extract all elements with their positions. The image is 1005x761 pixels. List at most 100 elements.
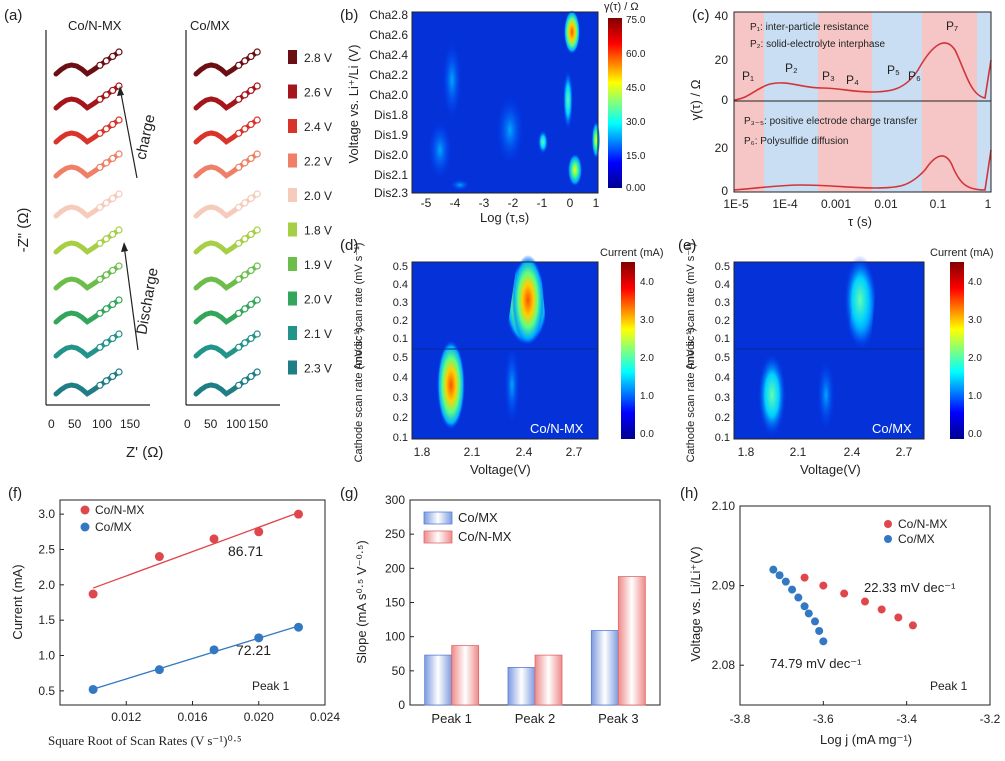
a-xtick: 0 — [184, 417, 191, 431]
d-ytick: 0.4 — [393, 279, 408, 291]
nyquist-point — [115, 330, 123, 338]
legend-label: 2.4 V — [304, 120, 332, 134]
panel-b-ylabel: Voltage vs. Li⁺/Li (V) — [346, 45, 361, 164]
legend-swatch — [288, 291, 297, 306]
panel-e-inset: Co/MX — [872, 421, 912, 436]
legend-swatch — [288, 153, 297, 168]
nyquist-right-curves — [193, 48, 261, 397]
legend-swatch — [288, 119, 297, 133]
nyquist-point — [102, 271, 110, 279]
c-note-p1: P₁: inter-particle resistance — [750, 22, 869, 33]
nyquist-point — [241, 377, 249, 385]
b-cbar-tick: 30.0 — [626, 117, 646, 128]
f-fit-line — [92, 625, 299, 690]
nyquist-point — [109, 372, 117, 381]
b-xtick: -5 — [421, 196, 432, 210]
nyquist-point — [96, 381, 104, 389]
nyquist-point — [109, 154, 117, 163]
nyquist-point — [253, 116, 261, 124]
d-xtick: 2.7 — [566, 445, 583, 459]
e-ytick: 0.4 — [715, 279, 730, 291]
panel-d-cbar-title: Current (mA) — [600, 247, 664, 259]
f-ytick: 1.5 — [38, 613, 55, 627]
f-legend-marker — [80, 522, 90, 532]
g-legend-label: Co/N-MX — [458, 529, 512, 544]
h-point — [769, 565, 778, 574]
c-note-p35: P₃₋₅: positive electrode charge transfer — [744, 116, 918, 127]
legend-label: 2.6 V — [304, 86, 332, 100]
c-xtick: 1E-5 — [723, 197, 749, 211]
nyquist-point — [235, 61, 243, 69]
d-cbar-tick: 4.0 — [640, 277, 654, 288]
h-xtick: -3.6 — [813, 712, 834, 726]
panel-a-title-right: Co/MX — [190, 18, 230, 33]
c-peak-p4: P₄ — [846, 73, 859, 87]
panel-e-heat-features — [758, 255, 878, 437]
d-xtick: 1.8 — [414, 445, 431, 459]
g-ytick: 300 — [385, 493, 405, 507]
b-xtick: -4 — [450, 196, 461, 210]
f-legend-label: Co/N-MX — [95, 503, 144, 517]
legend-swatch — [288, 360, 297, 375]
legend-label: 1.8 V — [304, 224, 332, 238]
panel-e-frame — [733, 261, 925, 440]
f-ytick: 0.5 — [38, 684, 55, 698]
nyquist-point — [253, 82, 261, 90]
nyquist-point — [109, 120, 117, 129]
e-cbar-tick: 1.0 — [968, 391, 982, 402]
c-xtick: 0.01 — [874, 197, 898, 211]
nyquist-point — [247, 52, 255, 61]
g-xtick: Peak 3 — [598, 711, 638, 726]
h-legend-marker — [884, 520, 892, 528]
g-legend-swatch — [423, 511, 453, 525]
b-ytick: Cha2.6 — [369, 28, 408, 42]
c-peak-p1: P₁ — [742, 69, 754, 83]
c-peak-p3: P₃ — [822, 69, 835, 83]
panel-e-ylabel-bottom: Cathode scan rate (mV s⁻¹) — [685, 328, 697, 463]
legend-label: 2.2 V — [304, 155, 332, 169]
nyquist-point — [235, 129, 243, 137]
h-point — [861, 597, 869, 606]
d-xtick: 2.4 — [516, 445, 533, 459]
c-peak-p5: P₅ — [887, 63, 900, 77]
b-xtick: -3 — [479, 196, 490, 210]
c-peak-p7: P₇ — [946, 19, 958, 33]
d-ytick: 0.5 — [393, 352, 408, 364]
c-band — [734, 12, 764, 192]
panel-d-ylabel-top: Anodic scan rate (mV s⁻¹) — [353, 243, 365, 370]
d-ytick: 0.1 — [393, 333, 408, 345]
nyquist-point — [253, 262, 261, 270]
nyquist-point — [109, 52, 117, 61]
legend-swatch — [288, 84, 297, 99]
nyquist-point — [102, 159, 110, 167]
nyquist-point — [96, 343, 104, 351]
h-value-blue: 74.79 mV dec⁻¹ — [770, 656, 862, 671]
g-bar — [507, 667, 536, 706]
g-bar — [534, 654, 563, 706]
f-point — [88, 684, 98, 694]
a-xtick: 150 — [120, 417, 140, 431]
f-xtick: 0.024 — [310, 710, 340, 724]
nyquist-point — [102, 91, 110, 99]
h-point — [894, 613, 903, 622]
h-point — [804, 609, 813, 618]
panel-h-label: (h) — [680, 485, 698, 502]
b-cbar-tick: 60.0 — [626, 49, 646, 60]
h-ytick: 2.08 — [712, 658, 736, 672]
legend-swatch — [288, 326, 297, 340]
h-corner: Peak 1 — [930, 679, 968, 693]
nyquist-point — [253, 226, 261, 234]
panel-d: (d) Co/N-MX 0.50.40.30.20.10.50.40.30.20… — [340, 237, 664, 477]
discharge-arrow — [123, 244, 139, 351]
nyquist-point — [235, 343, 243, 351]
legend-label: 2.8 V — [304, 51, 332, 65]
panel-e-xlabel: Voltage(V) — [800, 462, 861, 477]
nyquist-point — [241, 305, 249, 313]
f-xtick: 0.016 — [177, 710, 207, 724]
f-xtick: 0.012 — [111, 710, 141, 724]
a-xtick: 100 — [226, 417, 246, 431]
c-note-p6: P₆: Polysulfide diffusion — [744, 136, 848, 147]
charge-label: charge — [133, 113, 159, 161]
nyquist-point — [96, 275, 104, 283]
panel-c: (c) P₁: inter-particle resistance P₂: so… — [688, 7, 992, 229]
